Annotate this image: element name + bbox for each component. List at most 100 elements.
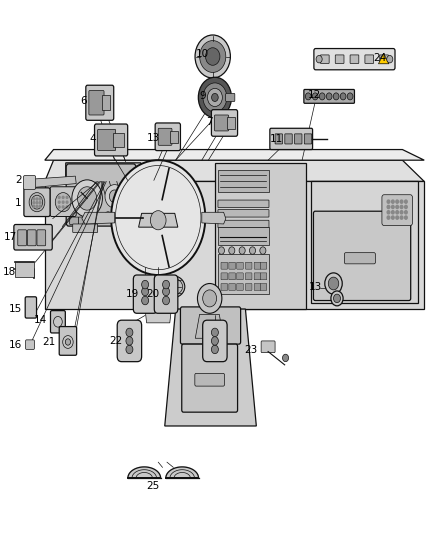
- Circle shape: [325, 273, 342, 294]
- Text: 21: 21: [42, 337, 56, 347]
- Circle shape: [387, 211, 390, 214]
- FancyBboxPatch shape: [98, 130, 116, 151]
- FancyBboxPatch shape: [219, 169, 268, 192]
- FancyBboxPatch shape: [78, 217, 87, 224]
- FancyBboxPatch shape: [86, 85, 114, 120]
- FancyBboxPatch shape: [227, 117, 235, 128]
- Polygon shape: [141, 277, 175, 323]
- FancyBboxPatch shape: [26, 340, 34, 350]
- Circle shape: [250, 247, 255, 254]
- FancyBboxPatch shape: [15, 262, 34, 277]
- Circle shape: [396, 200, 399, 203]
- Circle shape: [78, 187, 97, 210]
- Circle shape: [111, 160, 205, 275]
- Circle shape: [387, 200, 390, 203]
- Circle shape: [39, 198, 41, 200]
- FancyBboxPatch shape: [229, 273, 235, 280]
- Circle shape: [392, 211, 394, 214]
- Polygon shape: [45, 160, 424, 181]
- Circle shape: [122, 212, 129, 221]
- FancyBboxPatch shape: [237, 273, 243, 280]
- Text: 19: 19: [126, 289, 140, 299]
- FancyBboxPatch shape: [285, 134, 292, 144]
- Polygon shape: [195, 314, 224, 338]
- FancyBboxPatch shape: [314, 211, 411, 301]
- FancyBboxPatch shape: [24, 188, 50, 216]
- Circle shape: [326, 93, 332, 100]
- FancyBboxPatch shape: [170, 131, 178, 143]
- Circle shape: [219, 247, 225, 254]
- Circle shape: [110, 190, 120, 203]
- Circle shape: [392, 205, 394, 208]
- Circle shape: [198, 77, 231, 118]
- Circle shape: [316, 55, 322, 63]
- Circle shape: [126, 337, 133, 345]
- Circle shape: [203, 83, 227, 112]
- FancyBboxPatch shape: [154, 275, 178, 313]
- FancyBboxPatch shape: [226, 93, 235, 102]
- Circle shape: [39, 205, 41, 207]
- Circle shape: [387, 55, 393, 63]
- FancyBboxPatch shape: [50, 311, 65, 333]
- Text: 20: 20: [146, 289, 159, 299]
- FancyBboxPatch shape: [117, 320, 141, 362]
- FancyBboxPatch shape: [270, 128, 313, 150]
- Circle shape: [333, 93, 339, 100]
- FancyBboxPatch shape: [229, 262, 235, 269]
- Circle shape: [400, 216, 403, 219]
- Circle shape: [33, 201, 35, 204]
- Circle shape: [58, 206, 60, 208]
- Circle shape: [66, 201, 68, 203]
- Circle shape: [331, 291, 343, 306]
- Circle shape: [195, 35, 230, 78]
- Circle shape: [198, 284, 222, 313]
- Circle shape: [340, 93, 346, 100]
- FancyBboxPatch shape: [221, 273, 228, 280]
- Text: 25: 25: [146, 481, 159, 490]
- FancyBboxPatch shape: [18, 230, 27, 246]
- Circle shape: [29, 192, 45, 212]
- Circle shape: [319, 93, 325, 100]
- Text: 7: 7: [206, 117, 213, 127]
- FancyBboxPatch shape: [335, 55, 344, 63]
- FancyBboxPatch shape: [14, 224, 52, 250]
- Circle shape: [162, 280, 170, 289]
- FancyBboxPatch shape: [24, 175, 35, 189]
- FancyBboxPatch shape: [158, 128, 172, 146]
- Circle shape: [150, 211, 166, 230]
- Circle shape: [105, 184, 124, 208]
- Circle shape: [162, 296, 170, 305]
- FancyBboxPatch shape: [59, 327, 77, 356]
- Circle shape: [72, 180, 102, 217]
- Circle shape: [33, 205, 35, 207]
- Circle shape: [392, 200, 394, 203]
- Circle shape: [62, 206, 64, 208]
- FancyBboxPatch shape: [89, 91, 104, 115]
- FancyBboxPatch shape: [212, 110, 237, 136]
- Circle shape: [104, 212, 112, 221]
- FancyBboxPatch shape: [254, 273, 261, 280]
- Text: 11: 11: [269, 134, 283, 144]
- Text: 15: 15: [8, 304, 22, 314]
- FancyBboxPatch shape: [260, 262, 267, 269]
- FancyBboxPatch shape: [245, 284, 252, 290]
- Polygon shape: [378, 53, 389, 64]
- Circle shape: [405, 200, 407, 203]
- FancyBboxPatch shape: [237, 284, 243, 290]
- FancyBboxPatch shape: [219, 227, 268, 245]
- Circle shape: [58, 196, 60, 198]
- FancyBboxPatch shape: [218, 209, 269, 217]
- Circle shape: [113, 212, 121, 221]
- Polygon shape: [29, 176, 76, 188]
- Circle shape: [212, 328, 219, 337]
- Circle shape: [55, 192, 71, 212]
- Circle shape: [212, 337, 219, 345]
- Circle shape: [141, 296, 148, 305]
- Text: 13: 13: [309, 282, 322, 292]
- FancyBboxPatch shape: [260, 284, 267, 290]
- Text: 14: 14: [34, 314, 47, 325]
- Circle shape: [229, 247, 235, 254]
- FancyBboxPatch shape: [203, 320, 227, 362]
- Circle shape: [66, 196, 68, 198]
- Text: 9: 9: [199, 91, 206, 101]
